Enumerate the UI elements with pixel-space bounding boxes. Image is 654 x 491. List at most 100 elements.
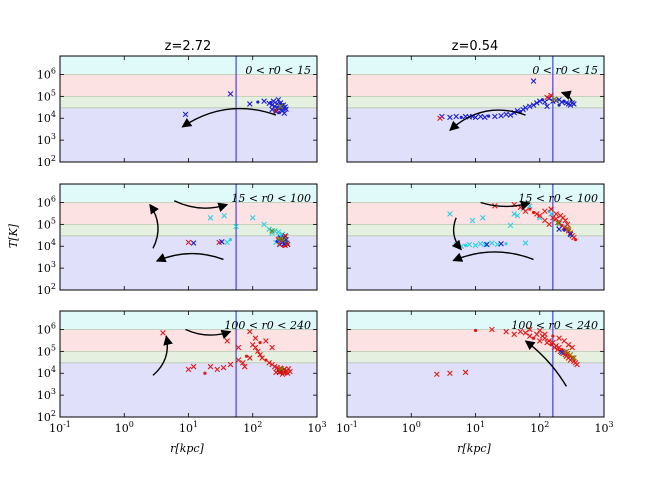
data-point-outer [160,330,166,336]
y-axis-label: T[K] [7,223,20,248]
data-point-outer [185,366,192,373]
y-tick-label: 105 [37,88,56,103]
data-point-mid [224,239,230,246]
data-point-mid [233,223,239,230]
data-point-inner [477,113,484,120]
band-hot [60,56,317,75]
data-point-inner [503,111,509,118]
x-tick-label: 100 [402,420,421,435]
panel-r0-c1: 0 < r0 < 15 [346,55,605,163]
data-point-mid [261,221,267,228]
data-point-inner [269,100,273,105]
y-tick-label: 103 [37,387,56,402]
data-point-olive [551,96,558,102]
data-point-outer [528,207,532,211]
band-cold [347,107,604,162]
data-point-inner [277,111,282,115]
data-point-inner [492,113,498,120]
data-point-outer [553,211,559,217]
flow-arrow [155,252,224,263]
data-point-outer [560,214,566,221]
y-tick-label: 104 [37,365,56,380]
flow-arrow [452,251,534,262]
data-point-outer [553,342,559,349]
data-point-mid [507,222,514,229]
data-point-inner [530,78,537,84]
data-point-inner [544,103,550,110]
band-warm [347,224,604,236]
data-point-outer [185,239,192,246]
data-point-outer [569,344,575,351]
data-point-outer [531,336,536,340]
radius-bin-label: 0 < r0 < 15 [532,64,598,77]
data-point-outer [227,361,234,368]
panel-r1-c0: 102 103 104 105 106 15 < r0 < 100 [37,183,318,297]
data-point-mid [489,240,495,246]
data-point-outer [247,328,253,335]
band-cold [347,362,604,417]
data-point-inner [498,112,504,119]
data-point-olive [276,235,283,242]
panel-r1-c1: 15 < r0 < 100 [346,183,605,291]
data-point-outer [553,215,559,222]
band-warm [60,96,317,108]
data-point-outer [534,211,540,217]
x-axis-label-right: r[kpc] [457,442,491,455]
data-point-outer [542,208,548,214]
column-title-right: z=0.54 [452,39,499,54]
data-point-mid [477,240,484,247]
data-point-outer [567,230,574,236]
data-point-inner [482,114,488,121]
data-point-mid [548,211,554,217]
band-hot [347,311,604,330]
y-tick-label: 106 [37,194,56,209]
flow-arrow [152,335,173,376]
panel-r2-c1: 10-1 100 101 102 103 100 < r0 < 240 [336,310,614,435]
data-point-inner [275,96,282,103]
y-tick-label: 105 [37,216,56,231]
data-point-outer [546,338,552,344]
data-point-outer [266,360,272,366]
panel-r2-c0: 102 103 104 105 106 10-1 100 101 102 103 100 < r0 … [37,310,327,435]
data-point-outer [462,369,469,376]
x-tick-label: 102 [243,420,262,435]
y-tick-label: 102 [37,282,56,297]
data-point-inner [562,228,566,232]
band-warm [347,96,604,108]
data-point-outer [527,326,533,333]
data-point-olive [278,365,285,372]
data-point-inner [534,100,540,106]
x-axis-label-left: r[kpc] [170,442,204,455]
data-point-outer [279,371,286,378]
data-point-inner [522,105,529,111]
data-point-inner [527,103,533,110]
y-tick-label: 106 [37,321,56,336]
x-tick-label: 100 [115,420,134,435]
data-point-outer [437,115,443,122]
data-point-dark_red [273,107,279,114]
data-point-outer [542,217,548,224]
flow-arrow [173,200,229,212]
data-point-mid [511,211,517,217]
flow-arrow [449,109,526,131]
flow-arrow [181,107,277,128]
band-warm [60,224,317,236]
data-point-inner [558,349,565,356]
radius-bin-label: 100 < r0 < 240 [224,319,311,332]
data-point-inner [557,103,561,107]
data-point-inner [498,240,504,247]
band-warm-hot [347,329,604,352]
x-tick-label: 101 [179,420,198,435]
data-point-outer [536,338,543,344]
data-point-outer [207,363,214,370]
data-point-outer [241,363,248,370]
band-warm-hot [60,202,317,225]
data-point-inner [459,115,463,119]
band-hot [347,184,604,203]
data-point-mid [207,214,214,221]
data-point-inner [256,100,260,104]
data-point-olive [280,237,287,243]
radius-bin-label: 15 < r0 < 100 [518,192,598,205]
data-point-outer [556,335,562,341]
